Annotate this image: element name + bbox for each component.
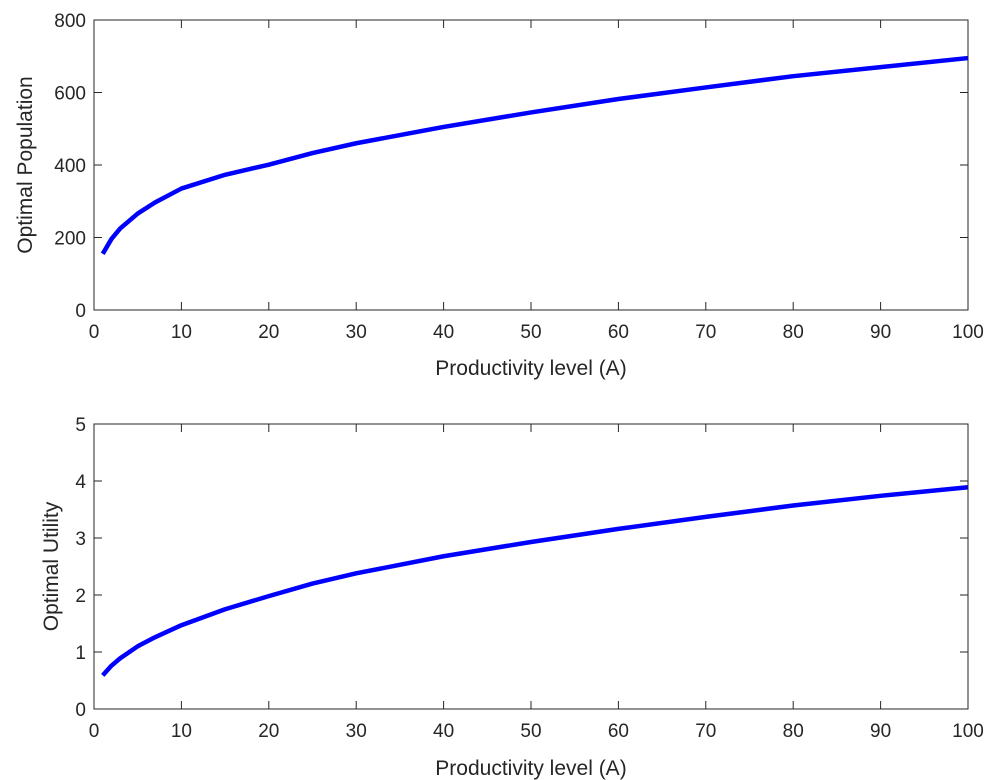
- population-x-tick-label: 40: [433, 322, 454, 343]
- utility-x-tick-label: 0: [89, 721, 100, 742]
- population-y-tick-label: 800: [54, 11, 86, 32]
- population-y-tick-label: 0: [75, 301, 86, 322]
- utility-x-tick-label: 20: [258, 721, 279, 742]
- utility-x-tick-label: 60: [608, 721, 629, 742]
- population-x-tick-label: 90: [870, 322, 891, 343]
- population-y-tick-label: 400: [54, 156, 86, 177]
- utility-y-axis-label: Optimal Utility: [40, 501, 63, 631]
- utility-y-tick-label: 5: [75, 415, 86, 436]
- population-x-tick-label: 30: [346, 322, 367, 343]
- population-x-tick-label: 80: [783, 322, 804, 343]
- utility-y-tick-label: 3: [75, 529, 86, 550]
- utility-x-tick-label: 100: [952, 721, 984, 742]
- utility-y-tick-label: 1: [75, 643, 86, 664]
- utility-y-tick-label: 0: [75, 700, 86, 721]
- utility-chart: 0 10 20 30 40 50 60 70 80 90 100 0 1 2 3 4 5 Productivity…: [40, 415, 984, 780]
- utility-x-tick-label: 10: [171, 721, 192, 742]
- utility-x-axis-label: Productivity level (A): [435, 757, 626, 780]
- utility-series-line: [101, 485, 969, 677]
- population-x-axis-label: Productivity level (A): [435, 357, 626, 380]
- population-axes-frame: [93, 19, 969, 311]
- population-x-tick-label: 20: [258, 322, 279, 343]
- utility-y-tick-label: 2: [75, 586, 86, 607]
- population-x-tick-label: 70: [695, 322, 716, 343]
- population-x-tick-label: 10: [171, 322, 192, 343]
- population-y-tick-label: 600: [54, 84, 86, 105]
- utility-x-tick-label: 50: [520, 721, 541, 742]
- utility-x-tick-label: 90: [870, 721, 891, 742]
- utility-x-tick-label: 30: [346, 721, 367, 742]
- utility-y-tick-label: 4: [75, 472, 86, 493]
- utility-x-tick-label: 70: [695, 721, 716, 742]
- utility-x-tick-label: 80: [783, 721, 804, 742]
- population-x-tick-label: 100: [952, 322, 984, 343]
- population-y-tick-label: 200: [54, 229, 86, 250]
- population-chart: 0 10 20 30 40 50 60 70 80 90 100 0 200 400 600 800 Produ…: [14, 11, 984, 380]
- utility-axes-frame: [93, 423, 969, 710]
- population-y-axis-label: Optimal Population: [14, 76, 37, 253]
- population-x-tick-label: 0: [89, 322, 100, 343]
- population-series-line: [100, 55, 969, 255]
- population-x-tick-label: 50: [520, 322, 541, 343]
- population-x-tick-label: 60: [608, 322, 629, 343]
- utility-x-tick-label: 40: [433, 721, 454, 742]
